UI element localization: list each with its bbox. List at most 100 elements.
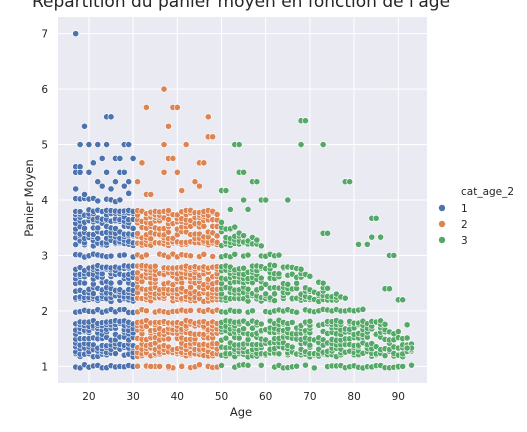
data-point — [125, 178, 133, 186]
data-point — [222, 334, 230, 342]
data-point — [346, 178, 354, 186]
data-point — [165, 122, 172, 130]
data-point — [165, 228, 172, 236]
data-point — [191, 178, 199, 186]
data-point — [368, 233, 376, 241]
data-point — [324, 229, 331, 237]
data-point — [390, 252, 398, 259]
legend-items: 1 2 3 — [438, 203, 468, 247]
data-point — [275, 350, 283, 358]
data-point — [257, 242, 265, 250]
data-point — [372, 214, 380, 222]
data-point — [129, 225, 137, 232]
data-point — [381, 352, 389, 360]
data-point — [262, 196, 270, 204]
data-point — [235, 334, 243, 342]
data-point — [107, 252, 115, 260]
data-point — [271, 290, 278, 298]
y-tick-labels: 1 2 3 4 5 6 7 — [41, 29, 48, 374]
data-point — [81, 224, 88, 232]
data-point — [196, 361, 203, 369]
data-point — [235, 141, 243, 148]
data-point — [403, 334, 411, 342]
data-point — [103, 168, 111, 176]
data-point — [85, 168, 93, 176]
data-point — [72, 241, 80, 248]
data-point — [200, 250, 208, 258]
data-point — [200, 159, 208, 167]
data-point — [235, 307, 243, 315]
data-point — [142, 251, 150, 259]
data-point — [359, 305, 367, 313]
x-tick-labels: 20 30 40 50 60 70 80 90 — [82, 391, 405, 403]
data-point — [103, 141, 111, 148]
data-point — [169, 234, 177, 242]
legend-marker — [438, 204, 446, 212]
data-point — [363, 240, 371, 248]
data-point — [116, 279, 124, 286]
data-point — [112, 178, 119, 186]
data-point — [262, 280, 270, 288]
data-point — [403, 321, 411, 329]
data-point — [222, 187, 230, 194]
y-tick-label: 1 — [41, 361, 48, 373]
data-point — [72, 30, 80, 38]
data-point — [293, 279, 301, 287]
data-point — [138, 159, 146, 167]
data-point — [182, 141, 190, 148]
data-point — [125, 141, 133, 148]
data-point — [94, 224, 102, 232]
y-tick-label: 4 — [41, 195, 48, 207]
data-point — [129, 155, 137, 162]
data-point — [165, 207, 172, 214]
data-point — [403, 344, 411, 352]
data-point — [94, 178, 102, 186]
x-axis-label: Age — [230, 405, 252, 419]
data-point — [107, 185, 115, 193]
data-point — [120, 182, 128, 190]
data-point — [160, 85, 168, 93]
data-point — [377, 317, 384, 325]
data-point — [302, 117, 309, 125]
data-point — [134, 178, 141, 186]
data-point — [394, 328, 402, 335]
data-point — [178, 362, 186, 370]
y-tick-label: 6 — [41, 84, 48, 96]
data-point — [271, 297, 278, 305]
data-point — [244, 361, 252, 369]
data-point — [76, 168, 84, 176]
y-tick-label: 2 — [41, 306, 48, 318]
data-point — [76, 141, 84, 148]
data-point — [169, 155, 177, 162]
data-point — [187, 307, 194, 314]
data-point — [297, 265, 305, 273]
data-point — [355, 240, 362, 248]
data-point — [89, 290, 97, 298]
data-point — [173, 168, 181, 176]
data-point — [257, 320, 265, 328]
data-point — [253, 236, 261, 244]
data-point — [165, 335, 172, 343]
legend-marker — [438, 220, 446, 228]
legend-label: 2 — [461, 219, 468, 231]
data-point — [94, 141, 102, 148]
data-point — [253, 178, 261, 186]
data-point — [81, 191, 88, 198]
data-point — [297, 141, 305, 148]
y-tick-label: 3 — [41, 250, 48, 262]
data-point — [81, 122, 88, 130]
data-point — [240, 196, 248, 204]
data-point — [240, 325, 248, 333]
x-tick-label: 50 — [215, 391, 228, 403]
y-axis-label: Panier Moyen — [22, 159, 36, 237]
x-tick-label: 70 — [303, 391, 316, 403]
data-point — [226, 206, 234, 213]
data-point — [151, 262, 159, 270]
data-point — [72, 185, 80, 193]
data-point — [147, 362, 155, 370]
data-point — [262, 290, 270, 298]
data-point — [240, 168, 248, 176]
chart-title: Répartition du panier moyen en fonction … — [32, 0, 450, 12]
data-point — [85, 141, 93, 148]
